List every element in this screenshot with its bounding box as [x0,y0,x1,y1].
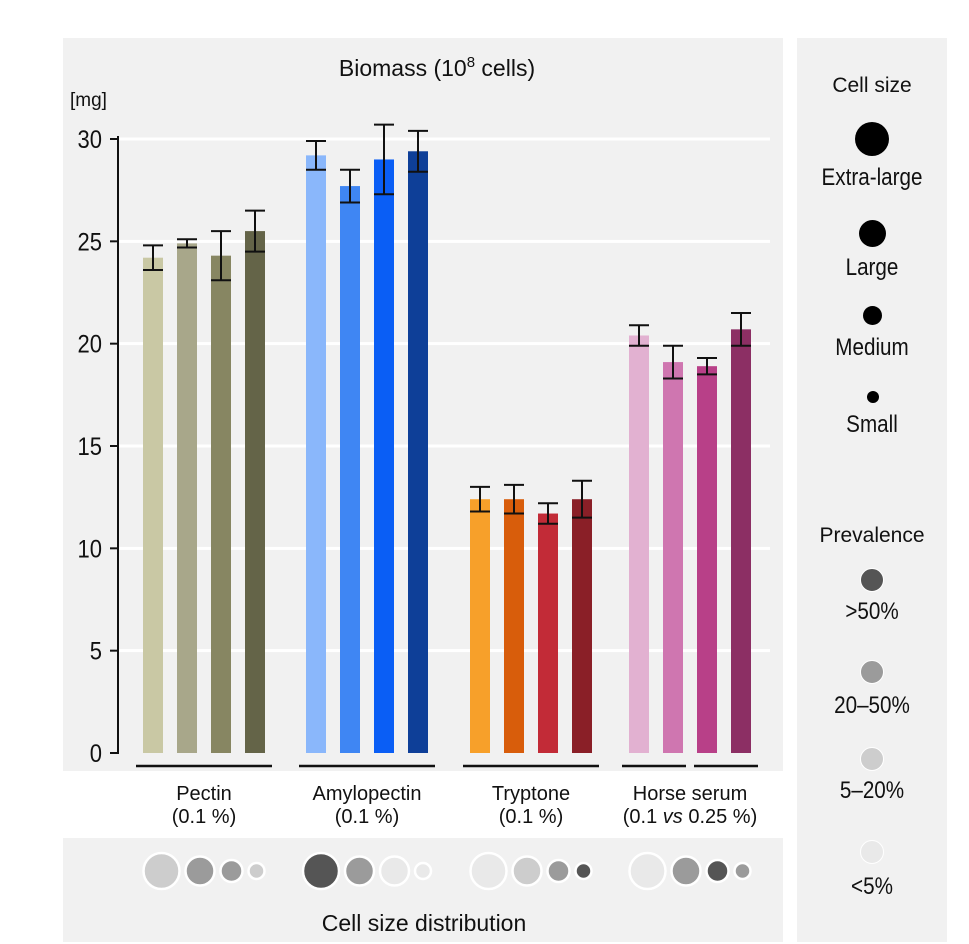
bar [731,329,751,753]
legend-extra-large-dot [855,122,889,156]
legend-large-dot [859,220,886,247]
cell-size-dot [733,861,752,881]
y-tick-label: 30 [78,126,102,154]
chart-title-end: cells) [475,55,535,81]
cell-size-dot [142,851,181,891]
legend-prevalence-20-50-label: 20–50% [834,692,910,719]
cell-size-dot [705,858,730,884]
bar [306,155,326,753]
legend-prevalence-5-20-label: 5–20% [839,777,905,804]
y-axis-label: [mg] [70,90,107,111]
legend-medium-dot [863,306,882,325]
bar [374,159,394,753]
chart-title-main: Biomass (10 [339,55,467,81]
legend-prevalence-gt50-label: >50% [845,598,899,625]
y-tick-label: 10 [78,535,102,563]
cell-size-dot [413,861,433,881]
bar [245,231,265,754]
chart-title: Biomass (108 cells) [339,54,535,81]
group-label: Tryptone [492,783,570,805]
group-sublabel-part: vs [663,806,683,828]
cell-size-dot [378,855,411,887]
bar [408,151,428,753]
group-sublabel: (0.1 vs 0.25 %) [623,806,758,828]
legend-prevalence-title: Prevalence [819,524,925,547]
bar [538,513,558,753]
cell-size-dot [628,851,667,891]
cell-size-dot [511,855,543,887]
y-tick-label: 5 [90,637,102,665]
legend-small-dot [867,391,879,403]
cell-size-dot [343,855,376,887]
legend-small-label: Small [846,411,898,438]
y-tick-label: 0 [90,740,102,768]
group-label: Pectin [176,783,232,805]
cell-size-dot [469,851,508,891]
group-sublabel-part: (0.1 %) [335,806,399,828]
group-sublabel-part: (0.1 [623,806,663,828]
cell-size-dot [546,858,571,884]
cell-size-dot [574,861,593,881]
chart-title-superscript: 8 [467,54,475,71]
group-sublabel-part: (0.1 %) [499,806,563,828]
legend-cell-size-title: Cell size [832,74,912,97]
legend-prevalence-20-50-dot [860,660,884,684]
bar [504,499,524,753]
distribution-label: Cell size distribution [322,910,527,936]
y-tick-label: 25 [78,228,102,256]
distribution-panel [63,838,783,942]
bar [143,257,163,753]
group-sublabel: (0.1 %) [335,806,399,828]
cell-size-dot [670,855,702,887]
group-sublabel: (0.1 %) [499,806,563,828]
legend-prevalence-5-20-dot [860,747,884,771]
y-tick-label: 15 [78,433,102,461]
bar [177,243,197,753]
bar [572,499,592,753]
legend-panel [797,38,947,942]
group-sublabel-part: 0.25 %) [683,806,757,828]
cell-size-dot [301,851,341,891]
bar [663,362,683,753]
group-sublabel: (0.1 %) [172,806,236,828]
legend-large-label: Large [845,254,899,281]
group-sublabel-part: (0.1 %) [172,806,236,828]
group-label: Horse serum [633,783,747,805]
legend-prevalence-lt5-label: <5% [851,873,893,900]
bar [697,366,717,753]
bar [470,499,490,753]
legend-prevalence-gt50-dot [860,568,884,592]
legend-extra-large-label: Extra-large [821,164,923,191]
y-tick-label: 20 [78,330,102,358]
bar [211,255,231,753]
legend-prevalence-lt5-dot [860,840,884,864]
bar [629,335,649,753]
cell-size-dot [184,855,216,887]
cell-size-dot [219,858,244,884]
group-label: Amylopectin [313,783,422,805]
cell-size-dot [247,861,266,881]
bar [340,186,360,753]
legend-medium-label: Medium [835,334,909,361]
